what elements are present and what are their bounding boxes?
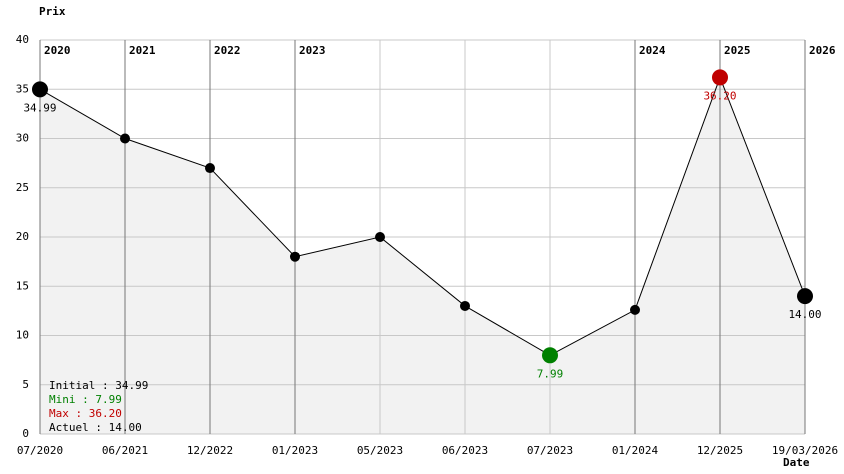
value-label: 7.99 (537, 367, 564, 380)
point (797, 288, 813, 305)
y-tick-label: 40 (16, 33, 29, 46)
summary-line: Mini : 7.99 (49, 393, 122, 406)
summary-line: Initial : 34.99 (49, 379, 148, 392)
x-tick-label: 01/2024 (612, 444, 659, 457)
point (290, 251, 300, 262)
point (542, 347, 558, 364)
year-label: 2024 (639, 44, 666, 57)
summary-line: Actuel : 14.00 (49, 421, 142, 434)
x-tick-label: 07/2020 (17, 444, 63, 457)
point (32, 81, 48, 98)
year-label: 2021 (129, 44, 156, 57)
y-axis-title: Prix (39, 5, 66, 18)
price-line (39, 76, 806, 356)
year-label: 2025 (724, 44, 751, 57)
x-tick-label: 07/2023 (527, 444, 573, 457)
value-label: 34.99 (23, 101, 56, 114)
year-label: 2020 (44, 44, 71, 57)
value-label: 36.20 (703, 89, 736, 102)
year-label: 2022 (214, 44, 241, 57)
x-tick-label: 01/2023 (272, 444, 318, 457)
summary-line: Max : 36.20 (49, 407, 122, 420)
y-tick-label: 5 (22, 378, 29, 391)
y-tick-label: 25 (16, 181, 29, 194)
point (712, 69, 728, 86)
y-tick-label: 15 (16, 279, 29, 292)
point (460, 300, 470, 311)
x-axis-title: Date (783, 456, 810, 469)
year-label: 2026 (809, 44, 836, 57)
point (205, 163, 215, 174)
point (630, 304, 640, 315)
y-tick-label: 10 (16, 329, 29, 342)
point (120, 133, 130, 144)
area (40, 77, 805, 435)
value-label: 14.00 (788, 308, 821, 321)
x-tick-label: 06/2023 (442, 444, 488, 457)
y-tick-label: 30 (16, 132, 29, 145)
y-tick-label: 20 (16, 230, 29, 243)
x-tick-label: 19/03/2026 (772, 444, 838, 457)
x-tick-label: 12/2025 (697, 444, 743, 457)
year-label: 2023 (299, 44, 326, 57)
y-tick-label: 35 (16, 82, 29, 95)
y-tick-label: 0 (22, 427, 29, 440)
x-tick-label: 12/2022 (187, 444, 233, 457)
x-tick-label: 06/2021 (102, 444, 148, 457)
point (375, 232, 385, 242)
x-tick-label: 05/2023 (357, 444, 403, 457)
